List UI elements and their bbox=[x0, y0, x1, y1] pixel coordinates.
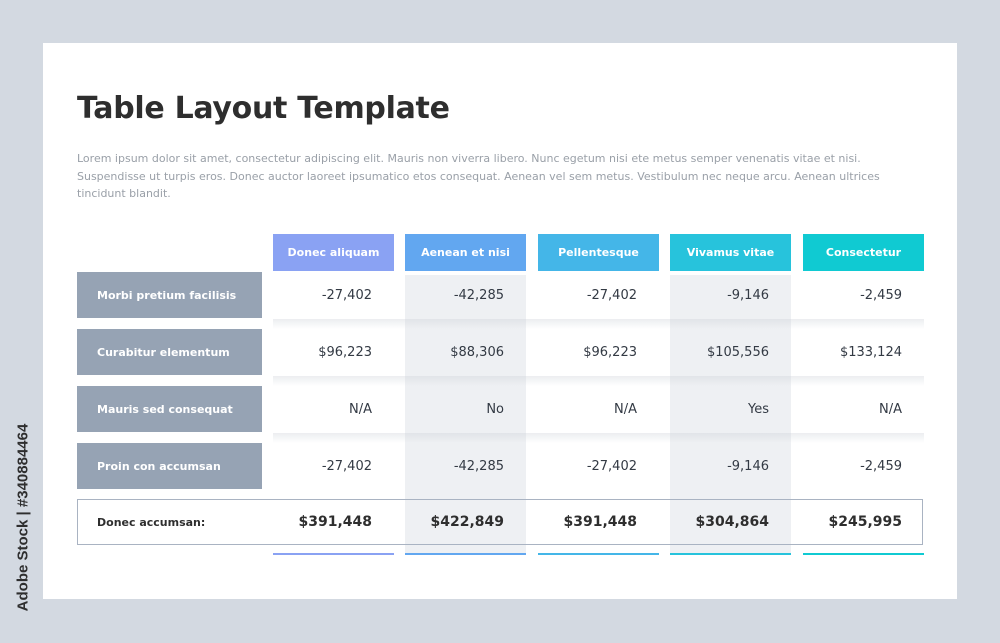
row-header-2: Curabitur elementum bbox=[77, 329, 262, 375]
watermark-text: Adobe Stock | #340884464 bbox=[14, 423, 32, 612]
table-cell: $88,306 bbox=[450, 344, 504, 360]
table-cell: -42,285 bbox=[453, 458, 504, 474]
column-stripe-2 bbox=[405, 275, 526, 555]
table-cell: N/A bbox=[879, 401, 902, 417]
row-separator bbox=[273, 376, 924, 386]
totals-label: Donec accumsan: bbox=[97, 515, 206, 529]
column-underline-5 bbox=[803, 553, 924, 555]
column-header-3: Pellentesque bbox=[538, 234, 659, 271]
description-text: Lorem ipsum dolor sit amet, consectetur … bbox=[77, 152, 880, 200]
column-header-2: Aenean et nisi bbox=[405, 234, 526, 271]
table-cell: $96,223 bbox=[583, 344, 637, 360]
row-separator bbox=[273, 319, 924, 329]
column-underline-4 bbox=[670, 553, 791, 555]
table-cell: -9,146 bbox=[727, 287, 769, 303]
column-header-5: Consectetur bbox=[803, 234, 924, 271]
row-header-4: Proin con accumsan bbox=[77, 443, 262, 489]
table-cell: $105,556 bbox=[706, 344, 769, 360]
total-value-5: $245,995 bbox=[828, 514, 902, 530]
column-stripe-4 bbox=[670, 275, 791, 555]
total-value-1: $391,448 bbox=[298, 514, 372, 530]
table-cell: -2,459 bbox=[860, 287, 902, 303]
row-separator bbox=[273, 433, 924, 443]
totals-row-frame bbox=[77, 499, 923, 545]
table-cell: -27,402 bbox=[321, 458, 372, 474]
table-cell: -27,402 bbox=[586, 458, 637, 474]
table-cell: N/A bbox=[614, 401, 637, 417]
table-cell: Yes bbox=[748, 401, 769, 417]
table-cell: N/A bbox=[349, 401, 372, 417]
page-title: Table Layout Template bbox=[77, 91, 450, 126]
stock-watermark: Adobe Stock | #340884464 bbox=[10, 400, 36, 635]
total-value-4: $304,864 bbox=[695, 514, 769, 530]
table-cell: -42,285 bbox=[453, 287, 504, 303]
table-cell: -27,402 bbox=[586, 287, 637, 303]
slide-card: Table Layout Template Lorem ipsum dolor … bbox=[43, 43, 957, 599]
total-value-3: $391,448 bbox=[563, 514, 637, 530]
column-underline-2 bbox=[405, 553, 526, 555]
column-header-4: Vivamus vitae bbox=[670, 234, 791, 271]
table-cell: $96,223 bbox=[318, 344, 372, 360]
column-underline-3 bbox=[538, 553, 659, 555]
row-header-3: Mauris sed consequat bbox=[77, 386, 262, 432]
table-cell: No bbox=[486, 401, 504, 417]
table-cell: -2,459 bbox=[860, 458, 902, 474]
row-header-1: Morbi pretium facilisis bbox=[77, 272, 262, 318]
table-cell: $133,124 bbox=[839, 344, 902, 360]
column-header-1: Donec aliquam bbox=[273, 234, 394, 271]
table-cell: -9,146 bbox=[727, 458, 769, 474]
column-underline-1 bbox=[273, 553, 394, 555]
table-cell: -27,402 bbox=[321, 287, 372, 303]
total-value-2: $422,849 bbox=[430, 514, 504, 530]
